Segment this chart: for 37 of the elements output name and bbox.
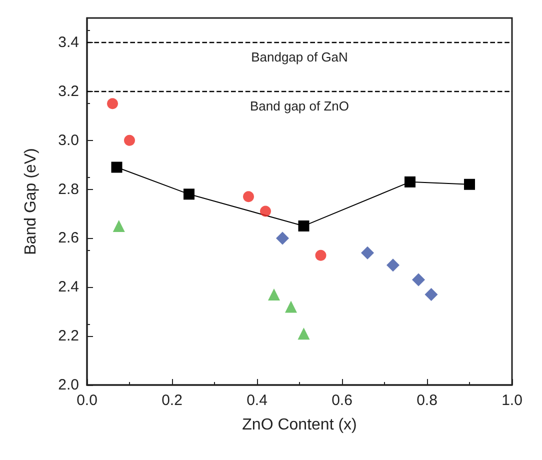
x-tick-label: 0.6 — [332, 392, 352, 409]
y-tick-label: 2.6 — [58, 230, 79, 247]
point — [315, 250, 326, 261]
point — [412, 273, 425, 286]
x-tick-label: 0.8 — [416, 392, 438, 409]
y-tick-label: 3.0 — [58, 132, 79, 149]
y-tick-label: 2.4 — [58, 278, 79, 296]
x-tick-label: 0.4 — [246, 392, 268, 409]
x-axis-title: ZnO Content (x) — [242, 416, 357, 434]
point — [361, 246, 374, 260]
point — [124, 134, 135, 146]
y-tick-label: 3.2 — [58, 82, 79, 100]
y-axis-title: Band Gap (eV) — [22, 148, 40, 255]
point — [111, 162, 122, 173]
point — [386, 258, 400, 272]
point — [298, 220, 310, 232]
x-tick-label: 0.2 — [162, 392, 182, 409]
point — [260, 206, 271, 217]
ref-line-label: Bandgap of GaN — [251, 49, 348, 64]
y-tick-label: 3.4 — [58, 34, 79, 51]
point — [112, 220, 125, 232]
point — [298, 328, 310, 340]
point — [268, 288, 280, 300]
point — [404, 176, 416, 188]
ref-line-label: Band gap of ZnO — [250, 98, 350, 114]
x-tick-label: 1.0 — [502, 392, 522, 409]
y-tick-label: 2.0 — [58, 376, 79, 394]
point — [285, 300, 297, 313]
y-tick-label: 2.8 — [58, 180, 79, 198]
point — [184, 188, 194, 200]
point — [276, 232, 289, 245]
point — [424, 288, 438, 301]
x-tick-label: 0.0 — [76, 392, 98, 409]
point — [107, 98, 118, 110]
point — [464, 178, 475, 190]
point — [243, 191, 254, 202]
y-tick-label: 2.2 — [58, 328, 79, 345]
